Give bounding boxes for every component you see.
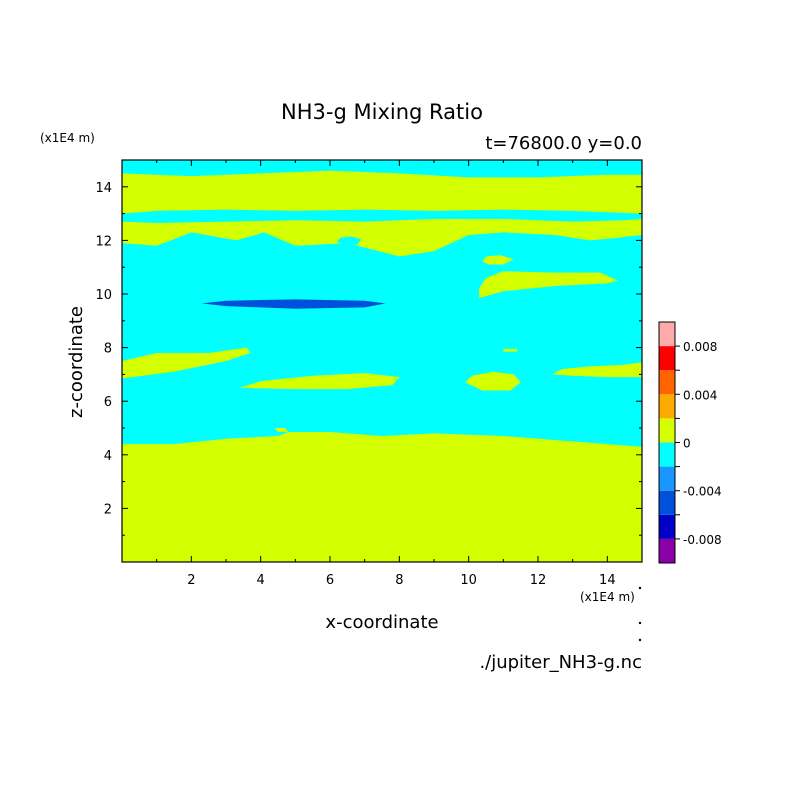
contour-region — [482, 255, 514, 265]
y-tick-label: 14 — [95, 181, 112, 196]
marker-dot — [638, 586, 642, 590]
plot-area: 2 4 6 8 10 12 14 2 4 6 8 10 12 14 — [95, 159, 643, 642]
chart-subtitle: t=76800.0 y=0.0 — [485, 133, 642, 154]
colorbar-tick-label: 0 — [683, 437, 691, 451]
marker-dot — [638, 621, 642, 625]
x-tick-label: 8 — [395, 573, 403, 588]
colorbar-cell — [659, 490, 675, 515]
contour-region — [239, 373, 400, 390]
colorbar-cell — [659, 346, 675, 371]
x-tick-label: 6 — [326, 573, 334, 588]
contour-region — [336, 236, 362, 246]
colorbar-cell — [659, 442, 675, 467]
contour-region — [122, 170, 642, 214]
colorbar-cell — [659, 466, 675, 491]
colorbar-cell — [659, 370, 675, 395]
contour-region — [503, 348, 518, 352]
y-tick-label: 10 — [95, 288, 112, 303]
y-tick-label: 8 — [104, 342, 112, 357]
x-tick-label: 10 — [460, 573, 477, 588]
colorbar-cell — [659, 394, 675, 419]
x-unit-label: (x1E4 m) — [580, 590, 635, 604]
contour-region — [122, 347, 251, 379]
contour-region — [122, 219, 642, 257]
x-tick-label: 12 — [530, 573, 547, 588]
contour-region — [479, 271, 618, 298]
colorbar-tick-label: -0.008 — [683, 533, 722, 547]
y-tick-label: 6 — [104, 395, 112, 410]
x-tick-label: 14 — [599, 573, 616, 588]
y-tick-label: 4 — [104, 449, 112, 464]
contour-region — [201, 299, 386, 309]
source-file-label: ./jupiter_NH3-g.nc — [479, 652, 642, 673]
colorbar-tick-label: 0.008 — [683, 340, 717, 354]
colorbar-cell — [659, 322, 675, 347]
y-tick-label: 12 — [95, 234, 112, 249]
chart-title: NH3-g Mixing Ratio — [281, 100, 483, 124]
y-axis-label: z-coordinate — [66, 306, 87, 418]
colorbar-tick-label: 0.004 — [683, 388, 717, 402]
contour-region — [465, 371, 521, 391]
contour-region — [551, 362, 642, 378]
colorbar: 0.008 0.004 0 -0.004 -0.008 — [658, 321, 722, 564]
x-axis-label: x-coordinate — [325, 612, 438, 633]
x-tick-label: 4 — [257, 573, 265, 588]
plot-frame — [121, 159, 643, 563]
contour-region — [122, 432, 642, 562]
x-tick-label: 2 — [187, 573, 195, 588]
marker-dot — [638, 638, 642, 642]
contour-region — [274, 428, 289, 432]
y-tick-label: 2 — [104, 502, 112, 517]
colorbar-cell — [659, 538, 675, 563]
y-unit-label: (x1E4 m) — [40, 131, 95, 145]
colorbar-tick-label: -0.004 — [683, 485, 722, 499]
colorbar-cell — [659, 514, 675, 539]
colorbar-cell — [659, 418, 675, 443]
